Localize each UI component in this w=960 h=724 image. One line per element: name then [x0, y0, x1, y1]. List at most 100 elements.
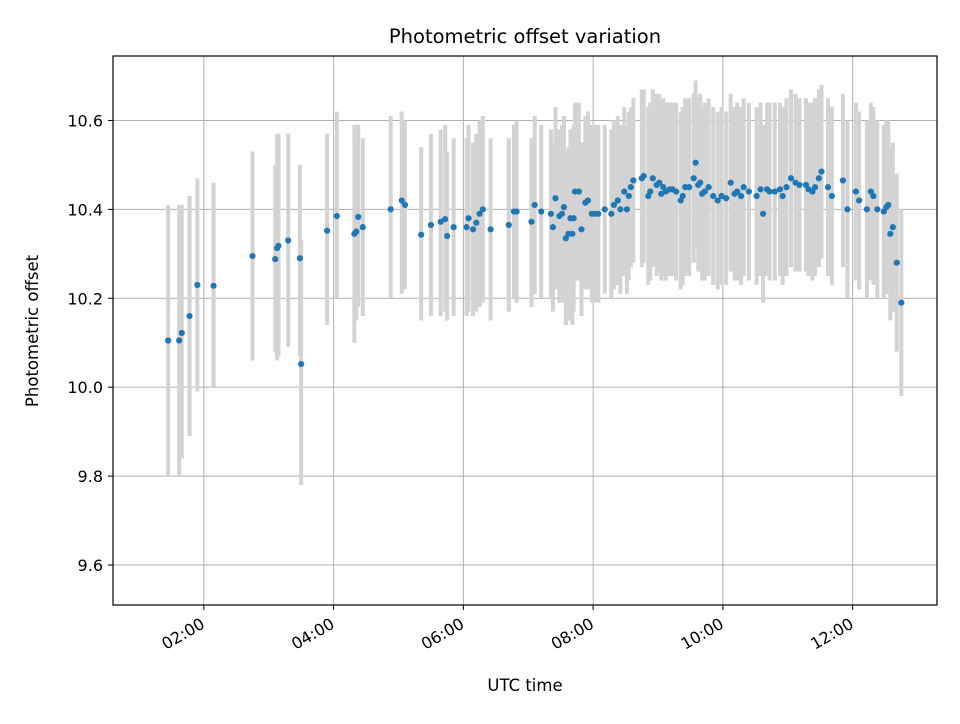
- data-point: [476, 210, 483, 217]
- data-point: [601, 206, 608, 213]
- data-point: [679, 192, 686, 200]
- data-point: [178, 329, 185, 337]
- data-point: [610, 201, 617, 209]
- data-point: [630, 177, 637, 184]
- data-point: [575, 188, 582, 195]
- data-point: [686, 184, 693, 191]
- data-point: [249, 252, 256, 260]
- data-point: [473, 219, 480, 226]
- data-point: [469, 226, 477, 233]
- data-point: [547, 210, 555, 217]
- data-point: [355, 213, 362, 221]
- data-point: [740, 184, 747, 191]
- data-point: [298, 360, 305, 368]
- data-point: [595, 210, 602, 217]
- data-point: [194, 281, 201, 289]
- data-point: [723, 195, 730, 202]
- data-point: [560, 204, 568, 211]
- data-point: [552, 195, 559, 202]
- data-point: [614, 197, 621, 204]
- data-point: [437, 218, 444, 225]
- data-point: [272, 256, 279, 263]
- y-axis-title: Photometric offset: [23, 254, 42, 407]
- data-point: [549, 224, 556, 231]
- data-point: [584, 197, 592, 204]
- data-point: [359, 224, 366, 231]
- chart-title: Photometric offset variation: [389, 25, 661, 48]
- data-point: [701, 188, 708, 195]
- data-point: [427, 221, 435, 229]
- data-point: [640, 172, 647, 180]
- data-point: [649, 175, 656, 182]
- data-point: [442, 216, 449, 223]
- data-point: [186, 312, 193, 320]
- data-point: [570, 215, 577, 222]
- data-point: [558, 210, 566, 217]
- y-tick-label: 10.4: [67, 200, 103, 219]
- data-point: [745, 188, 752, 195]
- data-point: [815, 175, 823, 182]
- data-point: [465, 215, 472, 222]
- data-point: [505, 221, 512, 229]
- data-point: [690, 175, 697, 182]
- data-point: [463, 224, 470, 231]
- data-point: [887, 230, 894, 237]
- data-point: [811, 184, 819, 191]
- data-point: [487, 226, 494, 233]
- data-point: [513, 208, 520, 215]
- data-point: [844, 206, 851, 213]
- y-tick-label: 10.6: [67, 111, 103, 130]
- data-point: [275, 242, 282, 249]
- data-point: [531, 201, 538, 209]
- data-point: [757, 186, 764, 193]
- data-point: [528, 218, 535, 225]
- data-point: [863, 206, 871, 213]
- data-point: [766, 188, 773, 195]
- data-point: [727, 179, 734, 186]
- data-point: [296, 255, 303, 262]
- data-point: [783, 184, 790, 191]
- data-point: [625, 192, 632, 200]
- data-point: [479, 206, 486, 213]
- data-point: [210, 282, 217, 289]
- x-axis-title: UTC time: [487, 676, 562, 695]
- data-point: [714, 197, 721, 204]
- data-point: [771, 188, 778, 195]
- data-point: [647, 188, 654, 195]
- data-point: [387, 206, 394, 213]
- data-point: [839, 177, 847, 184]
- data-point: [734, 188, 741, 195]
- y-tick-label: 9.8: [78, 467, 103, 486]
- data-point: [776, 186, 784, 193]
- y-tick-label: 10.2: [67, 289, 103, 308]
- data-point: [333, 212, 340, 220]
- data-point: [692, 159, 699, 166]
- data-point: [818, 168, 825, 175]
- data-point: [398, 197, 405, 204]
- data-point: [418, 231, 425, 238]
- data-point: [885, 201, 892, 209]
- data-point: [828, 192, 835, 200]
- data-point: [176, 337, 183, 344]
- data-point: [401, 201, 409, 209]
- data-point: [285, 237, 292, 244]
- data-point: [893, 259, 900, 266]
- data-point: [874, 206, 881, 213]
- data-point: [673, 188, 680, 195]
- data-point: [737, 192, 745, 200]
- data-point: [656, 179, 663, 186]
- data-points: [165, 159, 905, 368]
- data-point: [787, 175, 795, 182]
- data-point: [353, 228, 360, 235]
- data-point: [697, 179, 704, 186]
- data-point: [450, 224, 457, 231]
- data-point: [324, 227, 331, 234]
- data-point: [796, 181, 803, 189]
- data-point: [569, 230, 576, 237]
- data-point: [889, 224, 896, 231]
- data-point: [898, 299, 905, 306]
- data-point: [617, 206, 624, 213]
- y-tick-label: 9.6: [78, 556, 103, 575]
- data-point: [538, 208, 545, 215]
